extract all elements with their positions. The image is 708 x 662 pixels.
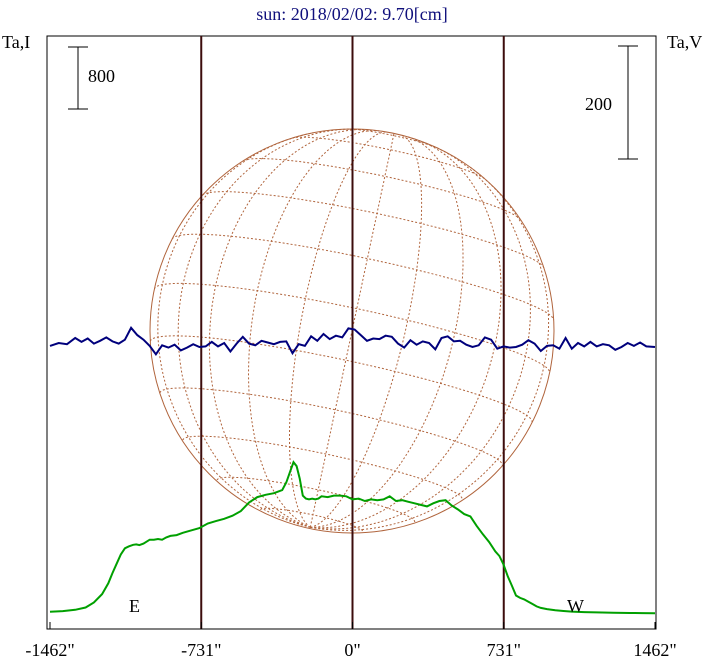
right-scale-bar [618, 45, 638, 160]
grid-meridian [157, 132, 314, 528]
series-intensity-line [49, 460, 656, 615]
x-tick-label: 731" [487, 640, 521, 660]
grid-meridian [177, 128, 352, 528]
left-scale-bar [68, 46, 88, 110]
grid-meridian [289, 131, 387, 528]
x-tick-label: 0" [344, 640, 360, 660]
west-limb-label: W [567, 596, 584, 616]
chart-title: sun: 2018/02/02: 9.70[cm] [256, 4, 448, 24]
x-tick-label: -1462" [25, 640, 74, 660]
grid-meridian [247, 130, 381, 528]
grid-meridian [310, 136, 464, 528]
grid-meridian [310, 165, 550, 531]
grid-parallel [182, 435, 463, 500]
grid-parallel [202, 191, 545, 268]
right-scale-value: 200 [585, 94, 612, 114]
right-axis-label: Ta,V [667, 32, 702, 52]
x-tick-label: -731" [181, 640, 221, 660]
left-scale-value: 800 [88, 66, 115, 86]
east-limb-label: E [129, 596, 140, 616]
left-axis-label: Ta,I [2, 32, 30, 52]
x-tick-label: 1462" [633, 640, 676, 660]
grid-parallel [171, 233, 555, 321]
grid-meridian [310, 134, 423, 528]
grid-meridian [310, 139, 502, 529]
grid-parallel [260, 507, 364, 532]
x-axis: -1462" -731" 0" 731" 1462" [25, 622, 677, 660]
grid-parallel [153, 282, 551, 373]
grid-meridian [310, 146, 531, 530]
grid-meridian [309, 133, 395, 528]
grid-meridian [208, 129, 370, 528]
grid-parallel [149, 335, 533, 423]
series-polarization-line [49, 326, 656, 357]
limb-lines [200, 36, 505, 629]
